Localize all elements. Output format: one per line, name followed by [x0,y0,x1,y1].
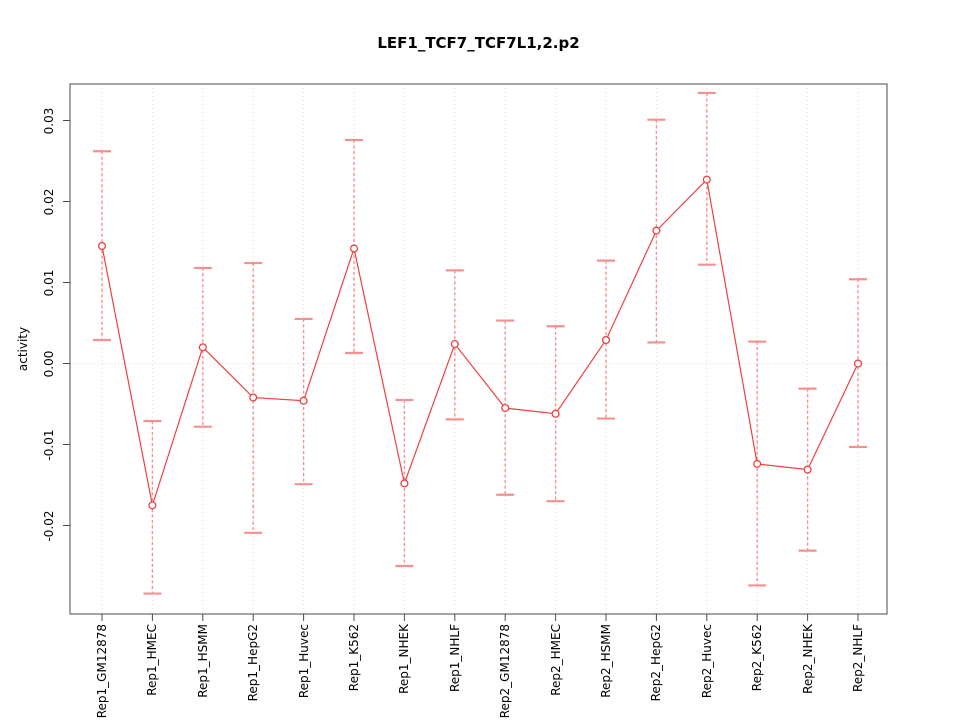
x-axis-label: Rep2_Huvec [699,624,714,699]
data-point [601,335,611,345]
y-tick-label: 0.02 [42,188,56,215]
data-point [97,242,107,251]
x-axis-label: Rep1_HSMM [195,624,210,698]
data-point [249,393,258,402]
plot-box [69,83,888,615]
series-line [101,178,859,506]
x-axis-label: Rep1_NHLF [447,624,462,693]
x-axis-label: Rep1_HMEC [145,624,160,696]
data-point [551,409,560,418]
y-tick-label: 0.00 [42,350,56,377]
y-tick-label: 0.01 [42,269,56,296]
x-axis-label: Rep2_HSMM [599,624,613,698]
y-tick-label: -0.01 [42,428,56,461]
x-axis-label: Rep2_NHLF [851,624,865,693]
x-axis-label: Rep2_GM12878 [498,624,513,719]
data-point [652,226,661,235]
chart-title: LEF1_TCF7_TCF7L1,2.p2 [377,34,580,52]
x-axis-label: Rep1_Huvec [296,624,311,699]
data-point [349,244,359,253]
data-point [400,479,409,488]
data-point [803,465,812,474]
data-point [753,459,762,468]
x-axis-label: Rep2_HepG2 [649,624,664,702]
x-axis-label: Rep2_NHEK [800,624,815,694]
x-axis-label: Rep1_NHEK [397,624,412,694]
y-tick-label: -0.02 [42,509,56,542]
x-axis-label: Rep1_GM12878 [95,624,109,719]
data-point [198,343,207,352]
data-point [450,340,459,349]
y-axis-title: activity [16,326,30,372]
data-point [148,501,157,510]
data-point [299,396,308,405]
x-axis-label: Rep1_K562 [347,624,361,692]
x-axis-label: Rep2_HMEC [548,624,563,696]
x-axis-label: Rep2_K562 [750,624,765,692]
data-point [501,403,510,413]
data-point [853,359,863,368]
data-point [702,175,711,184]
y-tick-label: 0.03 [42,107,56,134]
x-axis-label: Rep1_HepG2 [246,624,261,702]
